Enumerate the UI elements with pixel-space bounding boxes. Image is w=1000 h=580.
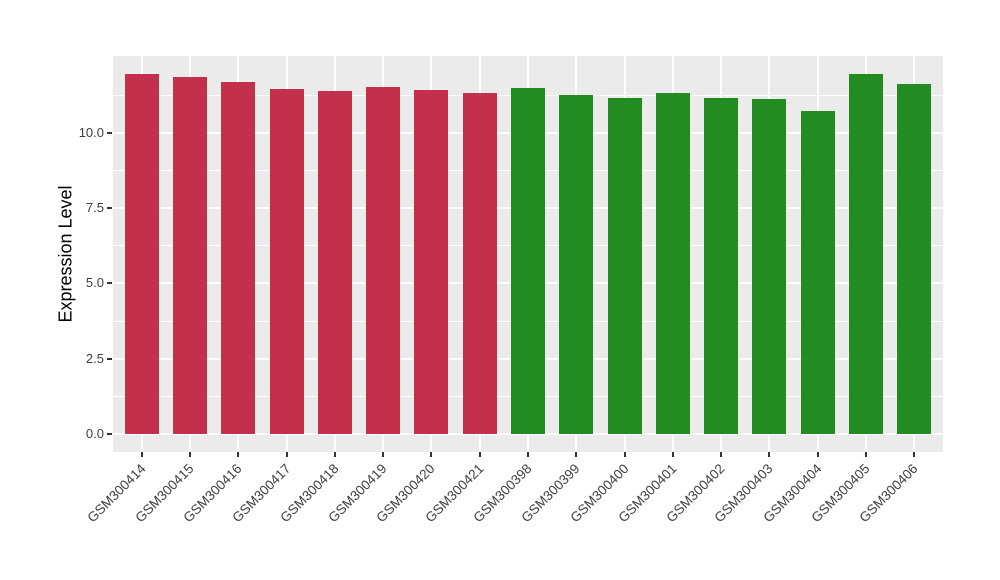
x-tick-label-GSM300419: GSM300419 xyxy=(325,461,390,526)
x-tick-label-GSM300406: GSM300406 xyxy=(856,461,921,526)
y-tick-label: 7.5 xyxy=(85,200,104,216)
bar-GSM300417 xyxy=(269,88,304,434)
bar-GSM300400 xyxy=(607,97,642,434)
y-tick-mark xyxy=(107,357,112,360)
x-tick-label-GSM300399: GSM300399 xyxy=(518,461,583,526)
chart-panel xyxy=(113,56,943,452)
x-tick-label-GSM300405: GSM300405 xyxy=(808,461,873,526)
x-tick-mark xyxy=(864,452,867,457)
bar-GSM300419 xyxy=(366,87,401,434)
x-tick-mark xyxy=(671,452,674,457)
y-tick-label: 5.0 xyxy=(85,275,104,291)
x-tick-mark xyxy=(720,452,723,457)
x-tick-label-GSM300398: GSM300398 xyxy=(470,461,535,526)
bar-GSM300418 xyxy=(317,90,352,434)
x-tick-mark xyxy=(237,452,240,457)
bar-GSM300403 xyxy=(752,99,787,434)
x-tick-label-GSM300416: GSM300416 xyxy=(180,461,246,526)
x-tick-mark xyxy=(478,452,481,457)
y-tick-mark xyxy=(107,131,112,134)
bar-GSM300421 xyxy=(462,92,497,434)
x-tick-label-GSM300417: GSM300417 xyxy=(229,461,294,526)
x-tick-label-GSM300404: GSM300404 xyxy=(759,461,825,526)
x-tick-mark xyxy=(333,452,336,457)
bar-GSM300399 xyxy=(559,94,594,434)
y-tick-mark xyxy=(107,207,112,210)
x-tick-mark xyxy=(623,452,626,457)
bar-GSM300405 xyxy=(848,74,883,434)
x-tick-mark xyxy=(140,452,143,457)
x-tick-label-GSM300420: GSM300420 xyxy=(373,461,439,526)
x-tick-label-GSM300418: GSM300418 xyxy=(277,461,342,526)
x-tick-label-GSM300421: GSM300421 xyxy=(422,461,487,526)
x-tick-mark xyxy=(816,452,819,457)
y-tick-mark xyxy=(107,432,112,435)
bar-GSM300401 xyxy=(655,93,690,434)
bar-GSM300415 xyxy=(173,76,208,434)
y-tick-label: 10.0 xyxy=(78,124,104,140)
x-tick-mark xyxy=(913,452,916,457)
bar-GSM300402 xyxy=(704,98,739,434)
x-tick-mark xyxy=(382,452,385,457)
x-tick-label-GSM300414: GSM300414 xyxy=(84,461,149,526)
y-tick-mark xyxy=(107,282,112,285)
bar-GSM300414 xyxy=(124,73,159,434)
x-tick-label-GSM300401: GSM300401 xyxy=(615,461,680,526)
x-tick-label-GSM300415: GSM300415 xyxy=(132,461,197,526)
bar-GSM300406 xyxy=(897,83,932,434)
x-tick-label-GSM300402: GSM300402 xyxy=(663,461,728,526)
bar-GSM300398 xyxy=(511,88,545,434)
x-tick-mark xyxy=(527,452,529,457)
bar-GSM300404 xyxy=(800,110,835,434)
x-tick-mark xyxy=(430,452,433,457)
x-tick-label-GSM300400: GSM300400 xyxy=(566,461,632,526)
x-tick-mark xyxy=(285,452,288,457)
x-tick-mark xyxy=(768,452,771,457)
y-tick-label: 2.5 xyxy=(85,350,104,366)
x-tick-mark xyxy=(189,452,192,457)
x-tick-label-GSM300403: GSM300403 xyxy=(711,461,776,526)
bar-GSM300416 xyxy=(221,82,256,434)
y-tick-label: 0.0 xyxy=(85,425,104,441)
bar-GSM300420 xyxy=(414,89,449,434)
x-tick-mark xyxy=(575,452,578,457)
